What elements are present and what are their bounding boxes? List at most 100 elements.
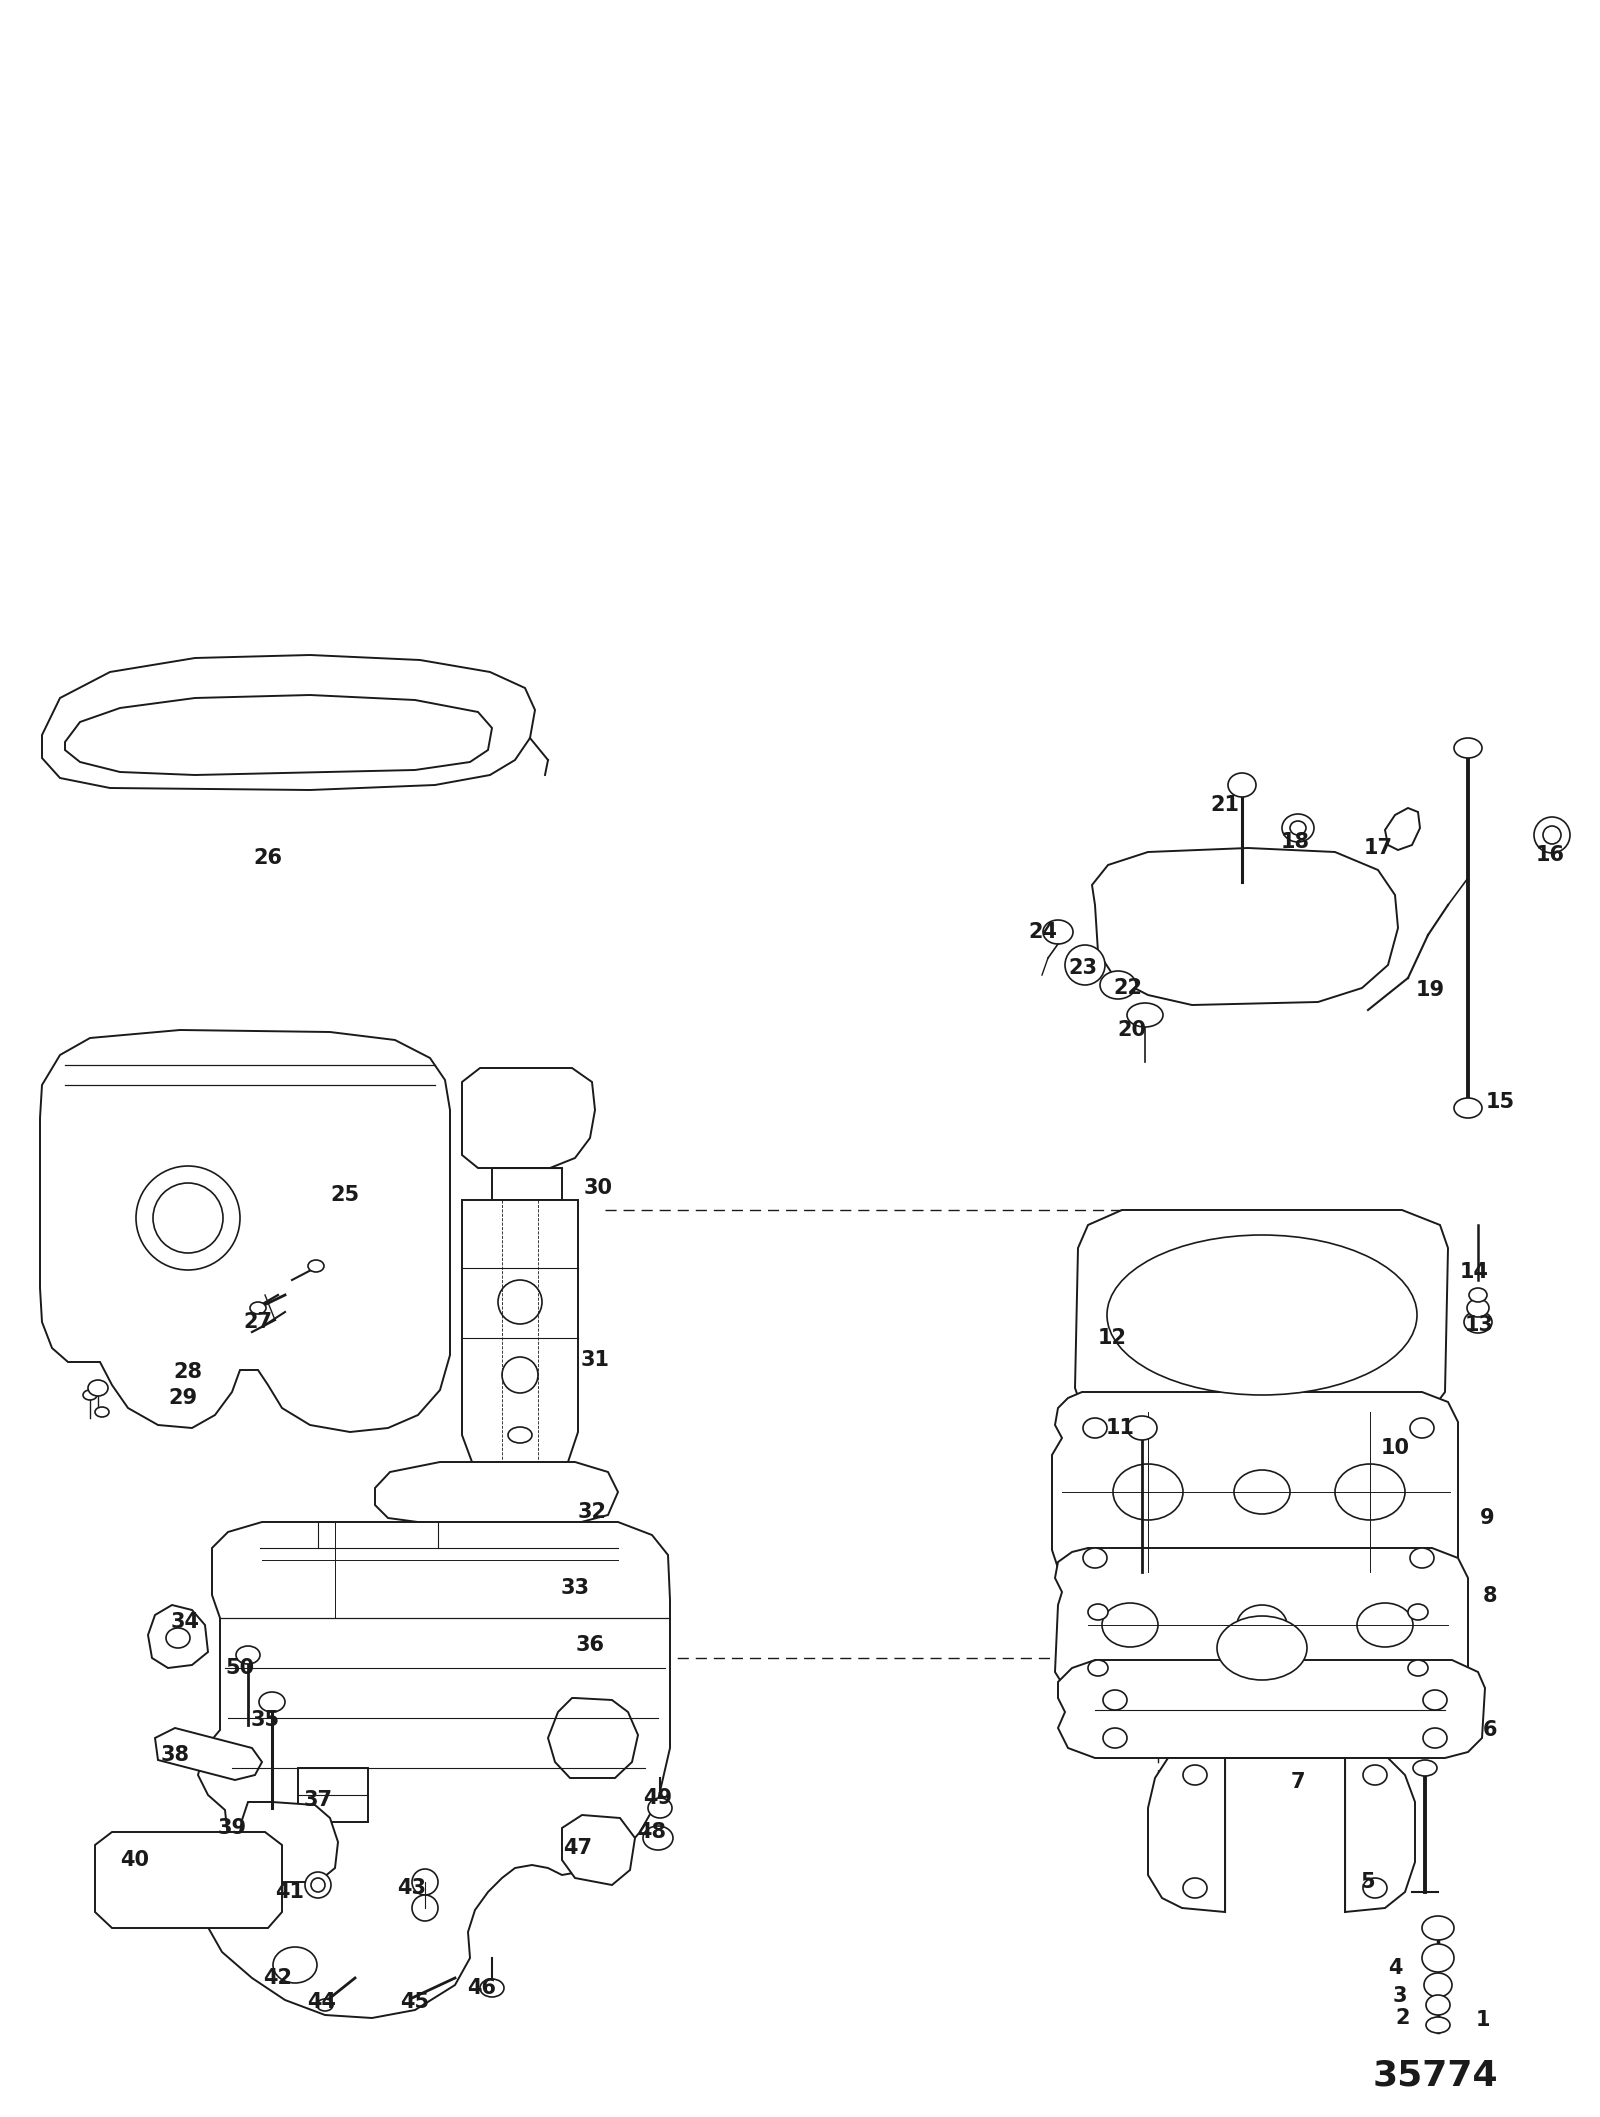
Polygon shape [94,1831,282,1929]
Ellipse shape [1066,944,1106,984]
Ellipse shape [413,1895,438,1920]
Text: 7: 7 [1291,1772,1306,1791]
Ellipse shape [1126,1003,1163,1027]
Ellipse shape [307,1260,323,1272]
Text: 28: 28 [173,1361,203,1382]
Text: 8: 8 [1483,1586,1498,1607]
Text: 20: 20 [1117,1020,1147,1039]
Text: 21: 21 [1211,796,1240,815]
Ellipse shape [1234,1469,1290,1514]
Ellipse shape [1424,1973,1453,1996]
Text: 25: 25 [331,1186,360,1205]
Text: 33: 33 [560,1577,589,1598]
Ellipse shape [1114,1465,1182,1520]
Text: 3: 3 [1392,1986,1408,2007]
Ellipse shape [1088,1605,1107,1620]
Ellipse shape [498,1281,542,1323]
Ellipse shape [502,1357,538,1393]
Text: 29: 29 [168,1389,197,1408]
Ellipse shape [1290,821,1306,834]
Ellipse shape [1410,1418,1434,1437]
Text: 42: 42 [264,1969,293,1988]
Ellipse shape [1101,972,1136,999]
Ellipse shape [306,1871,331,1899]
Text: 32: 32 [578,1501,606,1522]
Polygon shape [147,1605,208,1668]
Ellipse shape [509,1427,531,1444]
Ellipse shape [1542,826,1562,845]
Ellipse shape [1218,1615,1307,1681]
Text: 35774: 35774 [1373,2058,1498,2092]
Ellipse shape [1102,1689,1126,1711]
Ellipse shape [1102,1727,1126,1749]
Text: 48: 48 [637,1823,667,1842]
Polygon shape [493,1169,562,1200]
Polygon shape [1058,1660,1485,1757]
Text: 38: 38 [160,1744,189,1766]
Text: 2: 2 [1395,2009,1410,2028]
Polygon shape [1075,1211,1448,1423]
Polygon shape [547,1698,638,1778]
Polygon shape [472,1528,574,1571]
Text: 30: 30 [584,1177,613,1198]
Text: 26: 26 [253,849,283,868]
Text: 13: 13 [1464,1315,1493,1336]
Ellipse shape [154,1183,222,1253]
Text: 5: 5 [1360,1871,1376,1893]
Ellipse shape [1422,1916,1454,1939]
Text: 14: 14 [1459,1262,1488,1283]
Polygon shape [1054,1548,1469,1698]
Ellipse shape [259,1691,285,1713]
Polygon shape [462,1067,595,1169]
Ellipse shape [1413,1759,1437,1776]
Polygon shape [1091,849,1398,1006]
Text: 41: 41 [275,1882,304,1901]
Ellipse shape [648,1797,672,1819]
Ellipse shape [1410,1548,1434,1569]
Ellipse shape [1357,1603,1413,1647]
Ellipse shape [250,1302,266,1315]
Polygon shape [66,694,493,775]
Ellipse shape [1467,1300,1490,1317]
Ellipse shape [1088,1660,1107,1677]
Ellipse shape [88,1380,109,1395]
Text: 47: 47 [563,1838,592,1859]
Polygon shape [562,1814,635,1884]
Ellipse shape [94,1408,109,1416]
Text: 17: 17 [1363,838,1392,857]
Text: 15: 15 [1485,1092,1515,1111]
Ellipse shape [1422,1727,1446,1749]
Ellipse shape [1534,817,1570,853]
Ellipse shape [480,1979,504,1996]
Polygon shape [374,1463,618,1524]
Text: 31: 31 [581,1351,610,1370]
Text: 34: 34 [171,1611,200,1632]
Ellipse shape [317,1998,333,2011]
Polygon shape [462,1200,578,1476]
Text: 12: 12 [1098,1327,1126,1349]
Ellipse shape [83,1391,98,1399]
Text: 44: 44 [307,1992,336,2011]
Ellipse shape [1408,1660,1429,1677]
Ellipse shape [413,1869,438,1895]
Ellipse shape [1237,1605,1286,1645]
Text: 49: 49 [643,1789,672,1808]
Polygon shape [42,654,534,790]
Ellipse shape [1363,1766,1387,1785]
Text: 1: 1 [1475,2009,1490,2030]
Ellipse shape [1102,1603,1158,1647]
Ellipse shape [1229,773,1256,796]
Ellipse shape [1126,1416,1157,1440]
Ellipse shape [1083,1548,1107,1569]
Text: 11: 11 [1106,1418,1134,1437]
Polygon shape [1386,809,1421,851]
Text: 22: 22 [1114,978,1142,997]
Text: 18: 18 [1280,832,1309,851]
Ellipse shape [1426,2018,1450,2032]
Ellipse shape [1043,921,1074,944]
Polygon shape [1053,1393,1458,1577]
Ellipse shape [1107,1234,1418,1395]
Text: 4: 4 [1387,1958,1402,1977]
Ellipse shape [1282,815,1314,843]
Ellipse shape [1408,1605,1429,1620]
